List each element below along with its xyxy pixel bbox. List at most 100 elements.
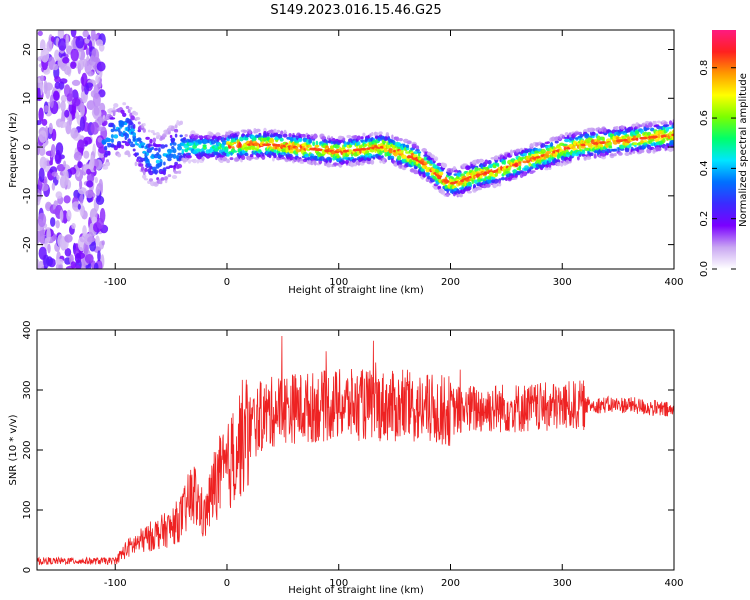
heatmap-cell <box>288 133 292 138</box>
heatmap-cell <box>172 148 177 154</box>
heatmap-cell <box>64 234 73 243</box>
heatmap-cell <box>81 72 88 87</box>
heatmap-cell <box>326 162 332 168</box>
heatmap-cell <box>112 106 116 112</box>
heatmap-cell <box>84 253 94 264</box>
heatmap-cell <box>550 142 554 148</box>
heatmap-cell <box>411 143 417 148</box>
heatmap-cell <box>561 135 566 138</box>
heatmap-cell <box>353 135 358 140</box>
heatmap-cell <box>433 185 439 190</box>
heatmap-cell <box>103 120 108 126</box>
heatmap-cell <box>372 154 376 158</box>
heatmap-cell <box>50 36 55 43</box>
heatmap-cell <box>337 138 344 144</box>
heatmap-cell <box>170 137 176 142</box>
heatmap-cell <box>46 40 53 52</box>
heatmap-cell <box>98 89 106 98</box>
heatmap-cell <box>242 129 248 133</box>
heatmap-cell <box>41 118 48 126</box>
heatmap-cell <box>104 145 108 151</box>
heatmap-cell <box>281 157 286 160</box>
heatmap-cell <box>453 169 459 173</box>
heatmap-cell <box>74 253 82 264</box>
heatmap-cell <box>280 130 284 136</box>
heatmap-cell <box>267 136 270 141</box>
heatmap-cell <box>602 136 605 142</box>
heatmap-cell <box>162 133 167 138</box>
heatmap-cell <box>415 145 420 151</box>
heatmap-cell <box>312 141 315 147</box>
heatmap-cell <box>296 143 301 148</box>
heatmap-cell <box>53 208 62 215</box>
heatmap-cell <box>155 159 160 164</box>
snr-frame <box>36 329 675 571</box>
heatmap-cell <box>110 134 114 139</box>
heatmap-cell <box>167 157 172 162</box>
heatmap-cell <box>137 137 142 142</box>
heatmap-cell <box>363 143 368 147</box>
colorbar-tick-label: 0.6 <box>699 110 710 126</box>
heatmap-cell <box>590 152 594 156</box>
heatmap-cell <box>342 160 346 164</box>
heatmap-cell <box>467 186 472 190</box>
heatmap-cell <box>608 141 613 146</box>
heatmap-cell <box>384 159 388 163</box>
heatmap-cell <box>134 161 138 167</box>
heatmap-cell <box>236 131 240 135</box>
heatmap-cell <box>249 154 254 158</box>
x-tick-label: 400 <box>664 578 683 589</box>
heatmap-cell <box>440 189 446 195</box>
heatmap-cell <box>317 148 324 152</box>
heatmap-cell <box>170 125 175 130</box>
heatmap-cell <box>265 143 272 147</box>
heatmap-cell <box>137 129 142 133</box>
x-tick-label: 300 <box>553 578 572 589</box>
heatmap-cell <box>149 178 153 182</box>
heatmap-cell <box>670 147 674 152</box>
heatmap-cell <box>142 123 146 127</box>
heatmap-cell <box>209 132 214 136</box>
heatmap-cell <box>553 154 557 158</box>
heatmap-cell <box>282 133 288 138</box>
heatmap-cell <box>512 177 518 180</box>
heatmap-cell <box>493 155 499 161</box>
heatmap-cell <box>668 120 673 126</box>
heatmap-cell <box>600 144 604 148</box>
heatmap-cell <box>38 130 47 143</box>
heatmap-cell <box>229 157 234 161</box>
heatmap-cell <box>179 120 183 126</box>
heatmap-cell <box>498 182 502 187</box>
heatmap-cell <box>153 169 159 174</box>
heatmap-cell <box>361 147 367 151</box>
heatmap-cell <box>192 158 197 164</box>
heatmap-cell <box>370 159 375 165</box>
heatmap-cell <box>609 153 615 157</box>
heatmap-cell <box>647 122 654 127</box>
heatmap-cell <box>140 157 145 162</box>
heatmap-cell <box>57 234 64 248</box>
heatmap-cell <box>49 160 53 166</box>
heatmap-cell <box>43 105 49 113</box>
heatmap-cell <box>212 135 218 140</box>
heatmap-cell <box>277 134 283 139</box>
heatmap-cell <box>391 134 394 140</box>
heatmap-cell <box>437 185 442 189</box>
heatmap-cell <box>188 159 191 164</box>
heatmap-cell <box>593 153 597 159</box>
heatmap-cell <box>217 146 222 150</box>
heatmap-cell <box>95 74 100 84</box>
heatmap-cell <box>128 141 134 144</box>
heatmap-cell <box>636 133 642 138</box>
heatmap-cell <box>540 148 546 154</box>
heatmap-cell <box>182 137 187 141</box>
heatmap-cell <box>371 132 374 137</box>
heatmap-cell <box>639 149 645 153</box>
heatmap-cell <box>38 167 45 183</box>
heatmap-cell <box>77 203 81 210</box>
heatmap-cell <box>591 131 596 136</box>
heatmap-cell <box>249 156 254 160</box>
heatmap-cell <box>613 148 618 152</box>
heatmap-cell <box>441 162 448 168</box>
heatmap-cell <box>176 163 183 169</box>
